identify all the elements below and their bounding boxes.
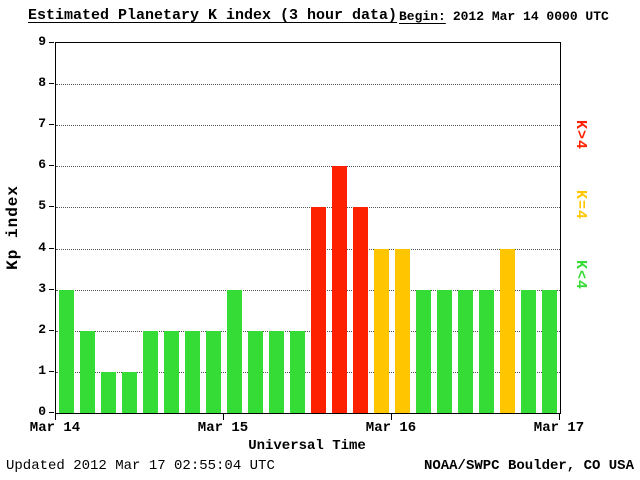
source-attribution: NOAA/SWPC Boulder, CO USA (423, 458, 634, 474)
kp-bar-23 (542, 289, 557, 413)
y-tick-mark-0 (49, 412, 54, 413)
gridline-kp-5 (56, 207, 560, 209)
x-tick-label-mar-15: Mar 15 (197, 420, 249, 436)
x-tick-label-mar-14: Mar 14 (29, 420, 81, 436)
kp-bar-11 (290, 330, 305, 413)
y-tick-label-0: 0 (38, 404, 46, 419)
legend-label-2: K<4 (572, 260, 589, 291)
y-tick-label-4: 4 (38, 239, 46, 255)
kp-bar-22 (521, 289, 536, 413)
kp-bar-15 (374, 248, 389, 413)
legend-label-1: K=4 (572, 190, 589, 221)
kp-bar-8 (227, 289, 242, 413)
begin-label: Begin: (399, 9, 446, 24)
kp-bar-21 (500, 248, 515, 413)
kp-bar-16 (395, 248, 410, 413)
kp-bar-1 (80, 330, 95, 413)
gridline-kp-1 (56, 371, 560, 373)
gridline-kp-2 (56, 330, 560, 332)
y-tick-label-7: 7 (38, 116, 46, 132)
y-axis-title-text: Kp index (4, 184, 22, 270)
begin-value: 2012 Mar 14 0000 UTC (452, 9, 609, 24)
y-tick-mark-7 (49, 124, 54, 126)
kp-bar-17 (416, 289, 431, 413)
x-tick-mark-1 (223, 414, 224, 420)
plot-area (55, 42, 561, 414)
y-tick-label-2: 2 (38, 321, 46, 337)
kp-bar-12 (311, 207, 326, 413)
kp-bar-5 (164, 330, 179, 413)
y-tick-mark-2 (49, 329, 54, 331)
legend: K>4 K=4 K<4 (572, 42, 602, 412)
chart-title: Estimated Planetary K index (3 hour data… (28, 7, 398, 24)
kp-bar-3 (122, 371, 137, 413)
x-axis-title: Universal Time (248, 438, 366, 454)
y-tick-label-3: 3 (38, 280, 46, 296)
gridline-kp-3 (56, 289, 560, 291)
y-tick-label-1: 1 (38, 362, 46, 378)
x-tick-label-mar-16: Mar 16 (365, 420, 417, 436)
kp-bar-13 (332, 166, 347, 413)
kp-bar-7 (206, 330, 221, 413)
kp-bar-14 (353, 207, 368, 413)
y-tick-mark-6 (49, 165, 54, 167)
y-tick-mark-3 (49, 288, 54, 290)
kp-bar-10 (269, 330, 284, 413)
gridline-kp-4 (56, 248, 560, 250)
kp-bar-0 (59, 289, 74, 413)
y-tick-label-6: 6 (38, 157, 46, 173)
x-tick-mark-3 (559, 414, 560, 420)
updated-timestamp: Updated 2012 Mar 17 02:55:04 UTC (6, 458, 275, 474)
x-tick-label-mar-17: Mar 17 (533, 420, 585, 436)
kp-bar-2 (101, 371, 116, 413)
y-axis-title: Kp index (2, 42, 24, 412)
kp-bar-4 (143, 330, 158, 413)
y-tick-label-8: 8 (38, 75, 46, 91)
x-tick-mark-2 (391, 414, 392, 420)
y-tick-label-5: 5 (38, 198, 46, 214)
y-tick-mark-1 (49, 370, 54, 372)
gridline-kp-7 (56, 125, 560, 127)
legend-label-0: K>4 (572, 120, 589, 151)
begin-annotation: Begin: 2012 Mar 14 0000 UTC (399, 9, 609, 24)
y-tick-mark-8 (49, 83, 54, 85)
kp-bar-19 (458, 289, 473, 413)
kp-bar-20 (479, 289, 494, 413)
y-tick-mark-4 (49, 247, 54, 249)
y-tick-mark-9 (49, 42, 54, 43)
gridline-kp-8 (56, 84, 560, 86)
y-tick-mark-5 (49, 206, 54, 208)
gridline-kp-6 (56, 166, 560, 168)
kp-bar-9 (248, 330, 263, 413)
kp-bar-6 (185, 330, 200, 413)
x-tick-mark-0 (55, 414, 56, 420)
kp-bar-18 (437, 289, 452, 413)
y-tick-label-9: 9 (38, 34, 46, 49)
